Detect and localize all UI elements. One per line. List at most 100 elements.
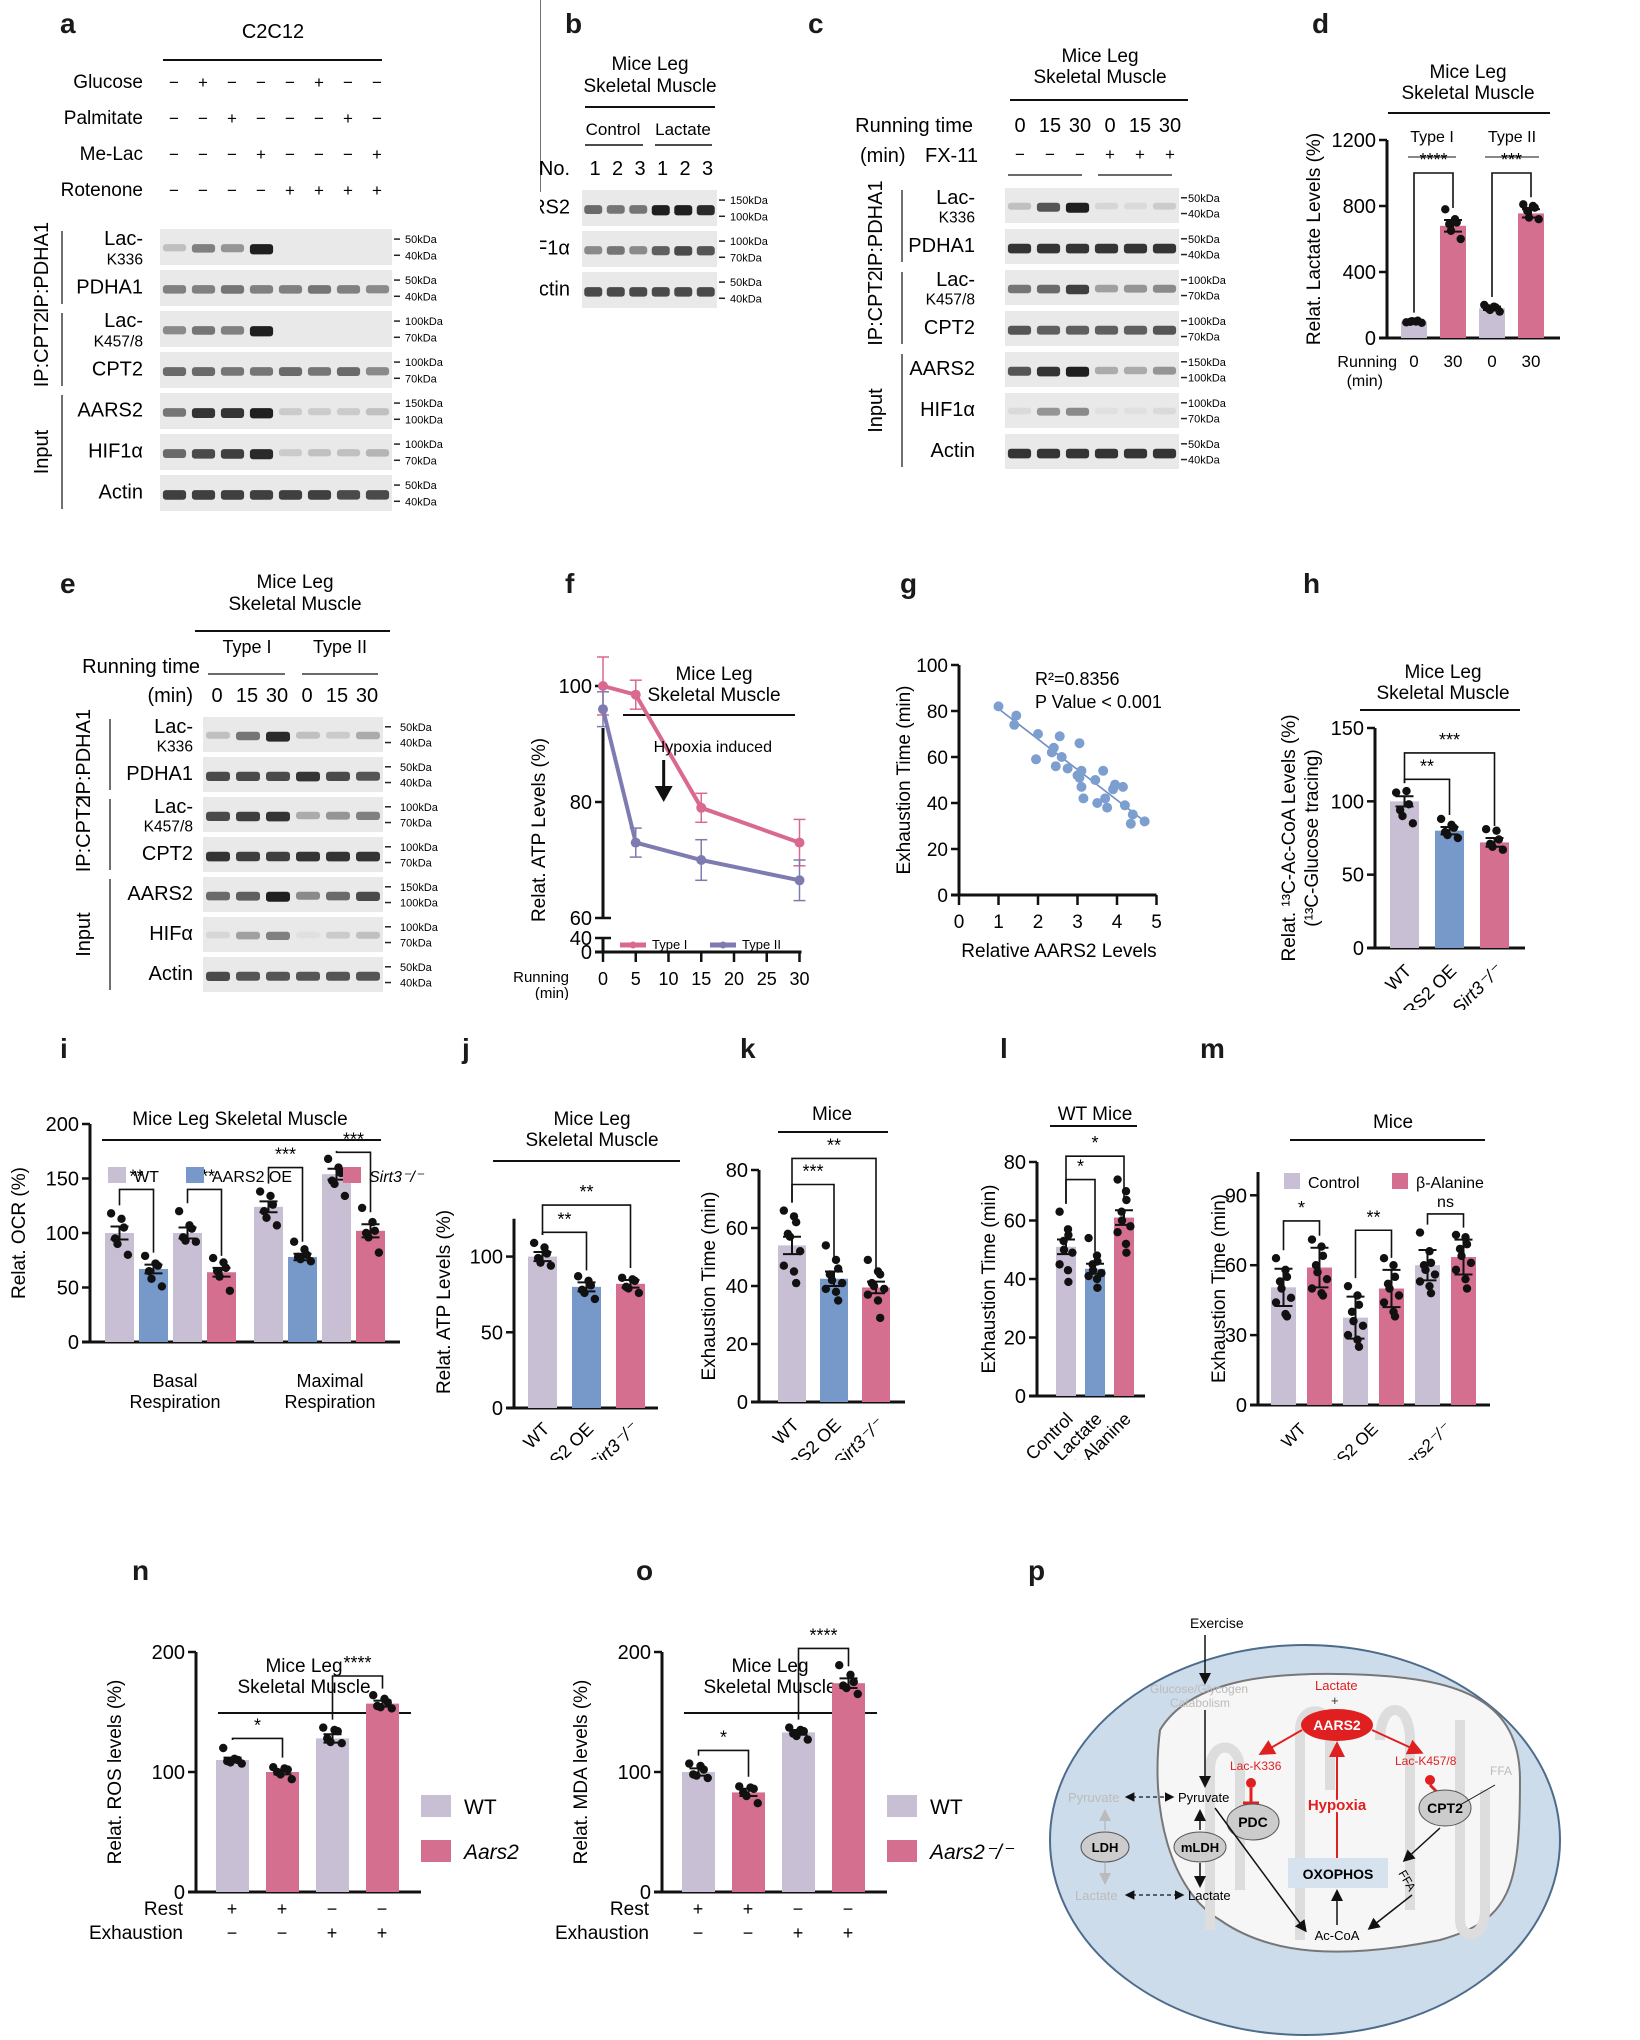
panel-label-k: k: [740, 1033, 756, 1064]
blot-strip: [582, 231, 717, 267]
diagram-catabolism: Catabolism: [1170, 1696, 1230, 1710]
blot-band: [356, 851, 380, 862]
aars2-node: [1301, 1709, 1373, 1741]
data-point: [1055, 1260, 1064, 1269]
blot-band: [191, 408, 216, 418]
blot-title: Mice Leg: [611, 54, 688, 75]
diagram-hypoxia: Hypoxia: [1308, 1797, 1367, 1814]
pdc-node: [1226, 1803, 1280, 1841]
blot-band: [1094, 448, 1119, 459]
data-point: [1492, 826, 1501, 835]
condition-value: +: [277, 1899, 288, 1919]
y-axis-label: Relat. ¹³C-Ac-CoA Levels (%): [1279, 714, 1300, 961]
blot-band: [606, 246, 625, 255]
blot-band: [278, 367, 303, 376]
data-point: [157, 1282, 167, 1291]
blot-band: [266, 891, 290, 902]
condition-value: +: [743, 1899, 754, 1919]
blot-band: [266, 851, 290, 862]
data-point: [835, 1661, 844, 1670]
data-point: [1271, 1298, 1281, 1307]
condition-value: −: [198, 181, 208, 200]
molecular-weight-marker: 100kDa: [1188, 316, 1227, 328]
type-label: Type I: [222, 637, 271, 657]
data-point: [1461, 1274, 1470, 1284]
data-point: [1519, 200, 1528, 209]
molecular-weight-marker: 100kDa: [730, 236, 769, 248]
y-tick-label: 30: [1225, 1325, 1247, 1347]
data-point: [296, 1254, 305, 1264]
significance-bracket: [118, 1188, 155, 1253]
data-point: [326, 1737, 335, 1747]
blot-band: [696, 205, 715, 216]
blot-band: [356, 731, 380, 740]
scatter-point: [1009, 719, 1020, 730]
data-point: [1456, 234, 1465, 244]
blot-band: [651, 246, 670, 256]
x-tick-label: 5: [631, 969, 641, 989]
y-tick-label: 0: [1365, 328, 1376, 350]
data-point: [1343, 1330, 1353, 1340]
time-value: 15: [326, 685, 348, 707]
group-label: Respiration: [129, 1392, 220, 1412]
condition-value: −: [327, 1899, 338, 1919]
diagram-exercise: Exercise: [1190, 1615, 1244, 1631]
blot-band: [606, 287, 625, 297]
molecular-weight-marker: 50kDa: [1188, 234, 1221, 246]
panel-label-e: e: [60, 568, 76, 599]
diagram-oxophos: OXOPHOS: [1303, 1866, 1374, 1882]
significance-bracket: [231, 1737, 284, 1758]
blot-band: [206, 731, 230, 739]
data-point: [546, 1261, 556, 1270]
y-tick-label: 80: [1004, 1152, 1026, 1174]
blot-band: [191, 367, 216, 376]
blot-band: [1152, 407, 1177, 415]
chart-title: Mice: [1373, 1112, 1413, 1133]
panel-label-p: p: [1028, 1555, 1046, 1586]
significance-label: ****: [343, 1653, 371, 1673]
condition-value: −: [314, 109, 324, 128]
condition-value: −: [314, 145, 324, 164]
group-label: IP:PDHA1: [73, 709, 95, 800]
blot-row-label: Actin: [540, 278, 570, 300]
condition-value: −: [169, 181, 179, 200]
x-tick-label: 0: [598, 969, 608, 989]
significance-label: **: [1420, 756, 1434, 776]
blot-row-sublabel: K336: [939, 209, 975, 226]
data-point: [735, 1782, 744, 1791]
panel-label-m: m: [1200, 1033, 1225, 1064]
y-tick-label: 60: [570, 908, 592, 930]
legend-swatch: [421, 1840, 451, 1862]
data-point: [831, 1287, 841, 1296]
diagram-lactate-top: Lactate: [1315, 1678, 1358, 1693]
data-point: [1343, 1281, 1353, 1291]
scatter-point: [1033, 729, 1043, 739]
blot-band: [1094, 284, 1119, 293]
scatter-point: [1056, 752, 1067, 762]
blot-band: [206, 851, 230, 862]
blot-title: Mice Leg: [1061, 46, 1138, 67]
molecular-weight-marker: 40kDa: [730, 293, 763, 305]
scatter-point: [1125, 818, 1136, 829]
blot-band: [1007, 202, 1032, 210]
data-point: [1122, 1248, 1131, 1257]
data-point: [1415, 1228, 1425, 1237]
blot-band: [236, 811, 260, 822]
blot-band: [162, 326, 187, 335]
significance-bracket: [541, 1204, 632, 1269]
x-axis-label: (min): [535, 985, 569, 1000]
y-tick-label: 0: [1015, 1386, 1026, 1408]
data-point: [1097, 1268, 1106, 1278]
diagram-aars2: AARS2: [1313, 1717, 1361, 1733]
condition-value: −: [285, 145, 295, 164]
data-point: [370, 1226, 380, 1236]
data-point: [225, 1286, 235, 1295]
condition-value: +: [198, 73, 208, 92]
diagram-lac-k336: Lac-K336: [1230, 1759, 1282, 1773]
scatter-point: [1139, 816, 1150, 827]
blot-band: [326, 851, 350, 862]
scatter-point: [1100, 793, 1111, 804]
